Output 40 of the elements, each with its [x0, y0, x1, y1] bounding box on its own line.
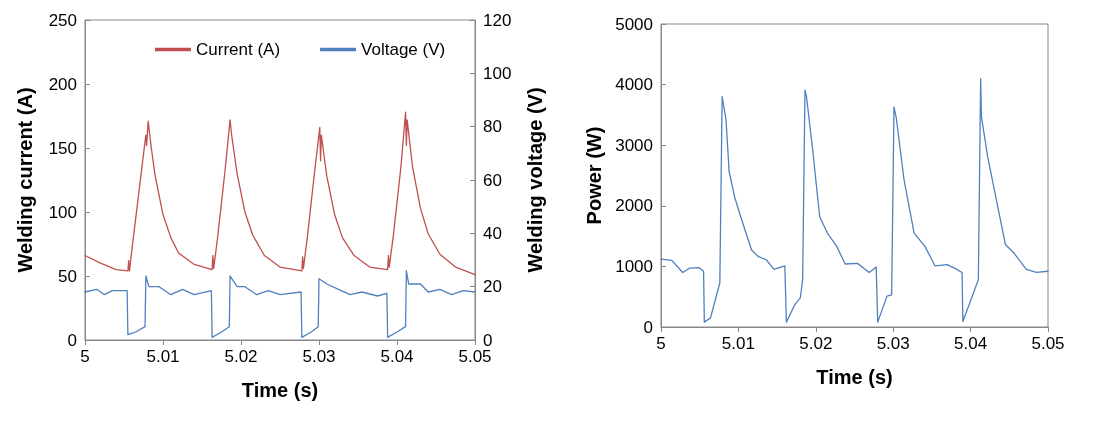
y-tick-label: 4000 [615, 75, 653, 95]
y2-tick-label: 60 [483, 170, 502, 190]
y2-tick-label: 0 [483, 330, 493, 350]
y-tick-label: 2000 [615, 196, 653, 216]
legend-label: Current (A) [196, 40, 281, 59]
line-series [84, 111, 476, 276]
y2-tick-label: 20 [483, 277, 502, 297]
legend-label: Voltage (V) [361, 40, 446, 59]
x-axis-title: Time (s) [816, 366, 893, 388]
x-tick-label: 5.05 [458, 347, 492, 366]
y-tick-label: 250 [48, 10, 77, 30]
y-tick-label: 100 [48, 202, 77, 222]
x-tick-label: 5.01 [721, 334, 755, 353]
x-tick-label: 5.02 [224, 347, 258, 366]
y-axis-title: Power (W) [583, 126, 606, 225]
x-axis-title: Time (s) [241, 379, 319, 401]
y2-axis-title: Welding voltage (V) [524, 87, 546, 273]
y-tick-label: 0 [643, 317, 653, 337]
x-tick-label: 5.04 [954, 334, 988, 353]
x-tick-label: 5 [656, 334, 666, 353]
y2-tick-label: 100 [483, 63, 512, 83]
y2-tick-label: 80 [483, 117, 502, 137]
x-tick-label: 5.04 [380, 347, 414, 366]
y-tick-label: 5000 [615, 14, 653, 34]
y-tick-label: 50 [58, 266, 77, 286]
y-tick-label: 0 [67, 330, 77, 350]
y-tick-label: 200 [48, 74, 77, 94]
y-axis-title: Welding current (A) [14, 87, 36, 273]
x-tick-label: 5.03 [302, 347, 336, 366]
y-tick-label: 3000 [615, 135, 653, 155]
y2-tick-label: 120 [483, 10, 512, 30]
y-tick-label: 1000 [615, 256, 653, 276]
y-tick-label: 150 [48, 138, 77, 158]
x-tick-label: 5.05 [1031, 334, 1065, 353]
x-tick-label: 5 [80, 347, 90, 366]
x-tick-label: 5.03 [876, 334, 910, 353]
y2-tick-label: 40 [483, 223, 502, 243]
x-tick-label: 5.02 [799, 334, 833, 353]
x-tick-label: 5.01 [146, 347, 180, 366]
line-series [660, 77, 1049, 323]
